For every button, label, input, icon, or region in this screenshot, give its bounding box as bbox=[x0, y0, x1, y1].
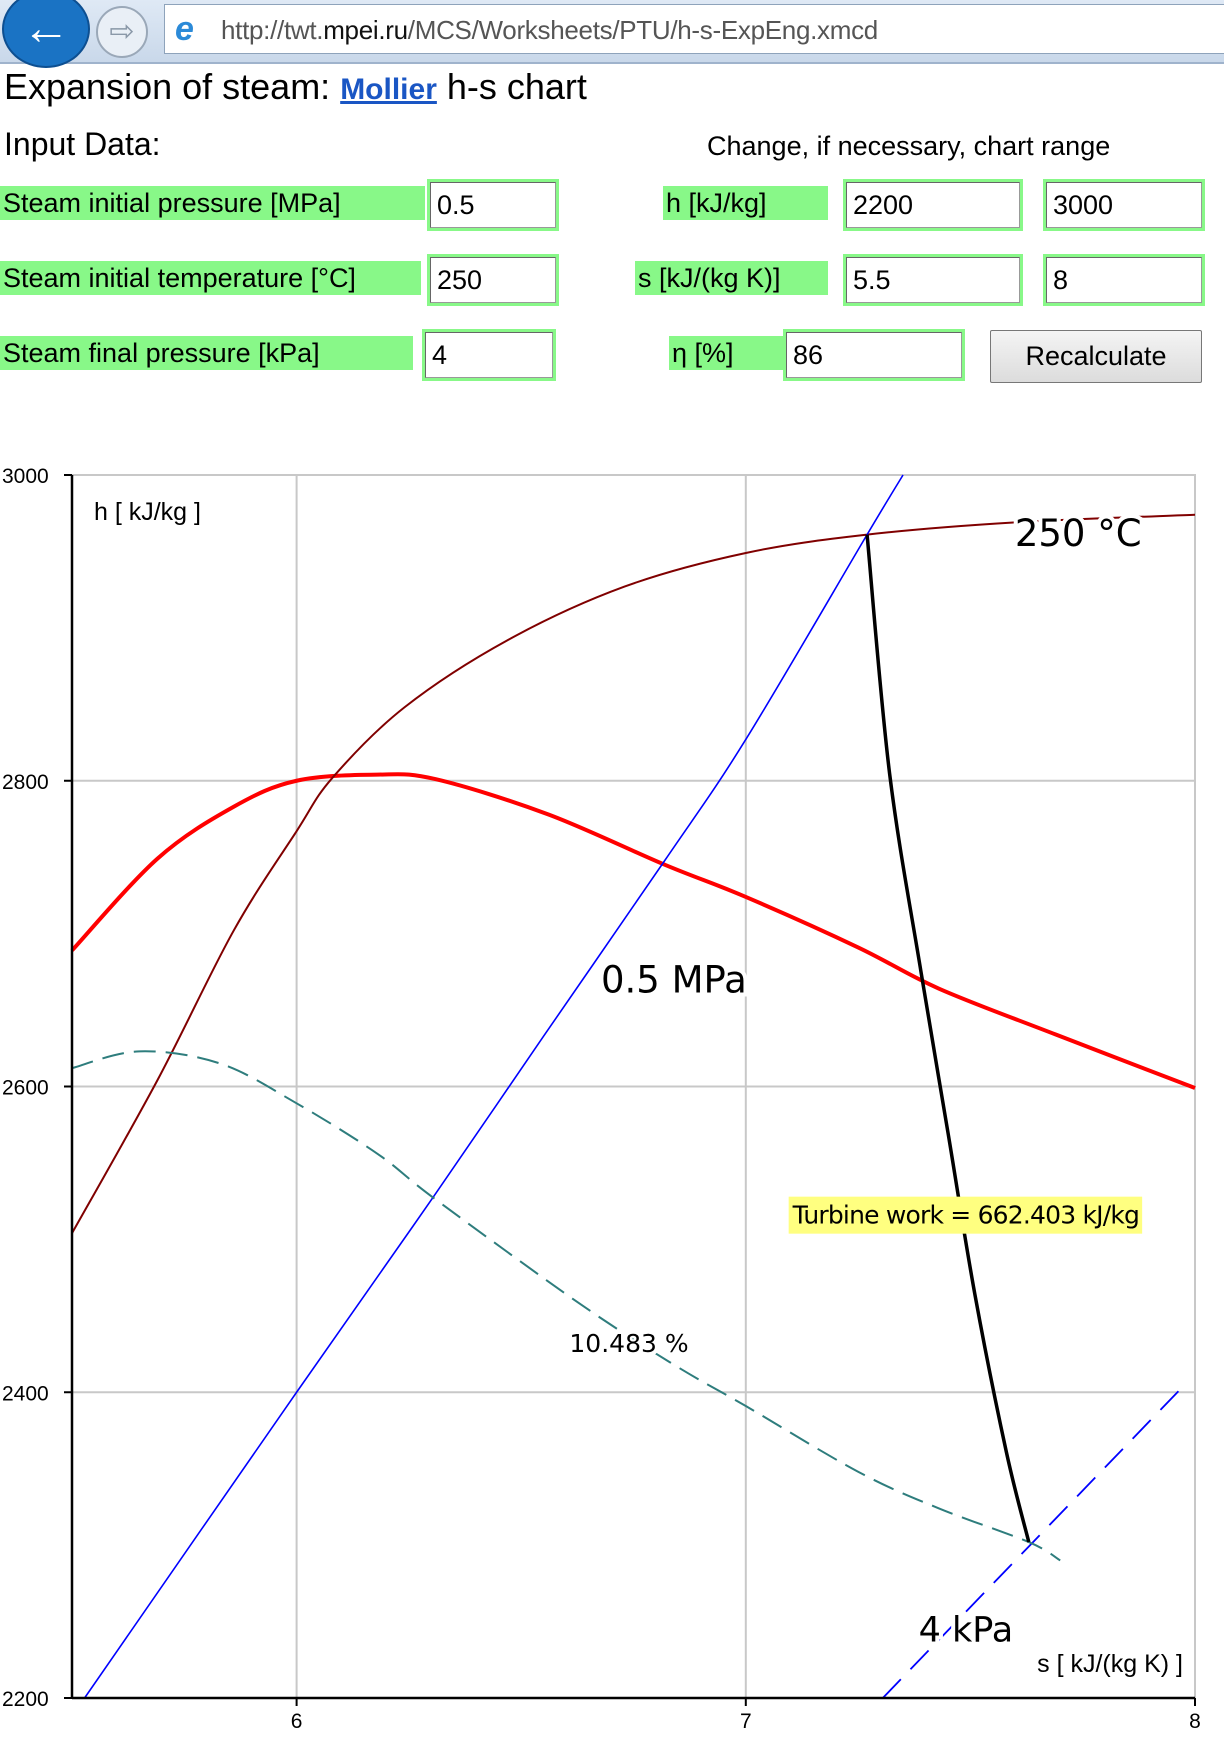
x-tick-label: 7 bbox=[740, 1710, 752, 1733]
recalculate-button[interactable]: Recalculate bbox=[990, 330, 1202, 383]
curves bbox=[70, 474, 1196, 1699]
title-prefix: Expansion of steam: bbox=[4, 66, 341, 107]
s-max-field bbox=[1043, 254, 1205, 306]
s-min-input[interactable] bbox=[846, 257, 1020, 303]
initial-temperature-label: Steam initial temperature [°C] bbox=[0, 261, 421, 295]
h-max-input[interactable] bbox=[1046, 182, 1202, 228]
y-tick-label: 2400 bbox=[2, 1382, 49, 1405]
s-range-label: s [kJ/(kg K)] bbox=[635, 261, 828, 295]
final-pressure-input[interactable] bbox=[425, 332, 553, 378]
initial-pressure-label: Steam initial pressure [MPa] bbox=[0, 186, 425, 220]
arrow-right-icon: ⇨ bbox=[109, 15, 135, 48]
isobar-final-label: 4 kPa bbox=[919, 1610, 1014, 1650]
title-suffix: h-s chart bbox=[436, 66, 587, 107]
h-max-field bbox=[1043, 179, 1205, 231]
url-path: /MCS/Worksheets/PTU/h-s-ExpEng.xmcd bbox=[407, 15, 878, 45]
x-tick-label: 8 bbox=[1189, 1710, 1201, 1733]
h-min-field bbox=[843, 179, 1023, 231]
url-text[interactable]: http://twt.mpei.ru/MCS/Worksheets/PTU/h-… bbox=[221, 15, 878, 46]
saturation-curve bbox=[70, 772, 1196, 1090]
initial-pressure-field bbox=[427, 179, 559, 231]
turbine-work-box bbox=[788, 1196, 1143, 1234]
y-tick-label: 2800 bbox=[2, 771, 49, 794]
dryness-label: 10.483 % bbox=[569, 1329, 688, 1358]
s-min-field bbox=[843, 254, 1023, 306]
final-pressure-field bbox=[422, 329, 556, 381]
y-axis-label: h [ kJ/kg ] bbox=[94, 498, 201, 526]
y-tick-label: 2200 bbox=[2, 1688, 49, 1711]
y-tick-label: 2600 bbox=[2, 1077, 49, 1100]
input-data-heading: Input Data: bbox=[4, 126, 161, 162]
chart-range-heading: Change, if necessary, chart range bbox=[707, 131, 1111, 161]
back-button[interactable]: ← bbox=[2, 0, 90, 68]
mollier-link[interactable]: Mollier bbox=[340, 73, 437, 106]
chart-labels: h [ kJ/kg ] s [ kJ/(kg K) ] 250 °C 0.5 MPa 4… bbox=[94, 498, 1183, 1678]
axes: 6 7 8 2200 2400 2600 2800 3000 bbox=[2, 465, 1201, 1733]
turbine-work-label: Turbine work = 662.403 kJ/kg bbox=[792, 1201, 1139, 1230]
url-prefix: http://twt. bbox=[221, 15, 324, 45]
mollier-chart: 6 7 8 2200 2400 2600 2800 3000 h [ kJ/kg ] s [ k… bbox=[2, 465, 1201, 1733]
isobar-initial-label: 0.5 MPa bbox=[601, 958, 747, 1001]
grid bbox=[71, 474, 1196, 1699]
y-tick-label: 3000 bbox=[2, 465, 49, 488]
expansion-curve bbox=[865, 534, 1031, 1543]
h-range-label: h [kJ/kg] bbox=[663, 186, 828, 220]
efficiency-label: η [%] bbox=[669, 336, 784, 370]
isotherm-label: 250 °C bbox=[1015, 512, 1142, 555]
internet-explorer-icon: e bbox=[175, 10, 194, 48]
isobar-initial-curve bbox=[83, 474, 904, 1699]
final-pressure-label: Steam final pressure [kPa] bbox=[0, 336, 413, 370]
initial-temperature-field bbox=[427, 254, 559, 306]
page-title: Expansion of steam: Mollier h-s chart bbox=[4, 66, 587, 108]
url-host: mpei.ru bbox=[323, 15, 408, 45]
s-max-input[interactable] bbox=[1046, 257, 1202, 303]
arrow-left-icon: ← bbox=[22, 2, 70, 55]
initial-temperature-input[interactable] bbox=[430, 257, 556, 303]
dryness-line-curve bbox=[71, 1050, 1061, 1562]
forward-button[interactable]: ⇨ bbox=[96, 6, 148, 58]
browser-toolbar: ← ⇨ e http://twt.mpei.ru/MCS/Worksheets/… bbox=[0, 0, 1224, 68]
isobar-final-curve bbox=[882, 1385, 1184, 1699]
address-bar[interactable]: e http://twt.mpei.ru/MCS/Worksheets/PTU/… bbox=[164, 4, 1224, 54]
efficiency-field bbox=[783, 329, 965, 381]
efficiency-input[interactable] bbox=[786, 332, 962, 378]
initial-pressure-input[interactable] bbox=[430, 182, 556, 228]
isotherm-curve bbox=[71, 513, 1196, 1234]
h-min-input[interactable] bbox=[846, 182, 1020, 228]
x-tick-label: 6 bbox=[291, 1710, 303, 1733]
x-axis-label: s [ kJ/(kg K) ] bbox=[1037, 1650, 1183, 1678]
